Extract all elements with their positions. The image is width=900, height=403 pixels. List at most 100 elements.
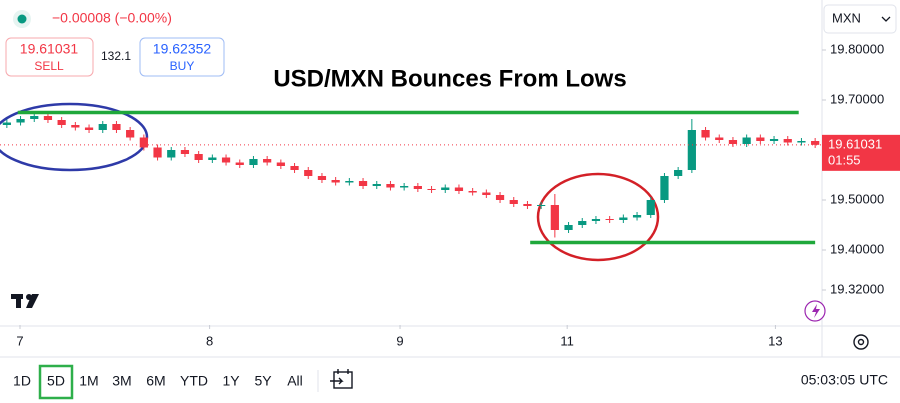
range-button[interactable]: All <box>287 373 303 389</box>
candle-body <box>660 176 669 200</box>
candle-body <box>263 159 272 163</box>
candle-body <box>358 181 368 186</box>
currency-select[interactable] <box>823 4 897 34</box>
candle-body <box>2 122 11 125</box>
candle-body <box>345 181 354 183</box>
candle-body <box>194 154 203 160</box>
candle-body <box>482 192 491 195</box>
candle-body <box>427 189 436 190</box>
x-tick-label: 13 <box>768 333 782 348</box>
candle-body <box>605 219 614 220</box>
candle-body <box>290 166 299 170</box>
candle-body <box>619 217 628 220</box>
candle-body <box>386 184 395 188</box>
candle-body <box>564 225 573 230</box>
candle-body <box>687 130 696 170</box>
candle-body <box>153 147 162 158</box>
range-button[interactable]: 1D <box>13 373 31 389</box>
sell-price: 19.61031 <box>20 41 79 57</box>
x-tick-label: 8 <box>206 333 213 348</box>
candle-body <box>276 162 285 166</box>
range-button[interactable]: 1M <box>79 373 98 389</box>
y-tick-label: 19.80000 <box>830 41 884 56</box>
last-price-label: 19.61031 <box>828 136 882 151</box>
buy-button[interactable] <box>139 37 225 77</box>
candle-body <box>139 137 148 148</box>
candle-body <box>98 124 107 130</box>
candle-body <box>413 186 422 189</box>
candle-body <box>769 139 779 141</box>
candle-body <box>249 159 258 165</box>
selected-range-box <box>38 364 74 400</box>
last-price-box <box>822 134 900 171</box>
x-tick-label: 9 <box>396 333 403 348</box>
candle-body <box>550 205 559 230</box>
x-tick-label: 11 <box>560 333 574 348</box>
y-tick-label: 19.32000 <box>830 281 884 296</box>
alert-bolt <box>812 304 820 318</box>
tradingview-logo <box>11 294 39 308</box>
candle-body <box>495 195 505 200</box>
candle-body <box>674 170 683 176</box>
candle-body <box>331 180 340 183</box>
candle-body <box>537 205 546 206</box>
range-button[interactable]: 6M <box>146 373 165 389</box>
candle-body <box>84 127 94 130</box>
range-button[interactable]: YTD <box>180 373 208 389</box>
candle-body <box>468 191 477 193</box>
y-tick-label: 19.40000 <box>830 241 884 256</box>
candle-body <box>646 200 655 215</box>
candle-body <box>235 162 244 165</box>
candle-body <box>167 150 176 158</box>
candle-body <box>591 219 601 221</box>
range-button[interactable]: 5Y <box>254 373 272 389</box>
countdown: 01:55 <box>828 152 861 167</box>
y-tick-label: 19.70000 <box>830 91 884 106</box>
candle-body <box>180 150 190 154</box>
candle-body <box>756 137 765 141</box>
x-tick-label: 7 <box>16 333 23 348</box>
spread: 132.1 <box>101 49 131 63</box>
candle-body <box>578 221 587 225</box>
settings-icon[interactable] <box>853 334 869 350</box>
range-button[interactable]: 5D <box>47 373 65 389</box>
candle-body <box>304 170 313 176</box>
range-button[interactable]: 1Y <box>222 373 240 389</box>
y-tick-label: 19.50000 <box>830 191 884 206</box>
highlight-ellipse-red <box>536 172 660 262</box>
candle-body <box>701 130 710 138</box>
candle-body <box>16 119 25 123</box>
candle-body <box>221 157 231 163</box>
candle-body <box>71 125 80 128</box>
candle-body <box>523 204 532 206</box>
candle-body <box>30 116 39 119</box>
status-dot <box>17 14 27 24</box>
price-change: −0.00008 (−0.00%) <box>52 10 172 26</box>
candle-body <box>728 140 738 144</box>
candle-body <box>797 141 806 143</box>
buy-price: 19.62352 <box>153 41 212 57</box>
candle-body <box>509 200 518 204</box>
clock: 05:03:05 UTC <box>801 372 888 388</box>
sell-label: SELL <box>34 59 64 73</box>
candle-body <box>208 157 217 160</box>
candle-body <box>43 116 53 120</box>
candle-body <box>317 176 327 180</box>
candle-body <box>454 187 464 191</box>
candle-body <box>742 137 751 144</box>
candle-body <box>715 137 724 140</box>
date-range-icon[interactable] <box>330 369 353 389</box>
dropdown-arrow <box>881 16 891 22</box>
candle-body <box>57 120 66 125</box>
candle-body <box>400 186 409 188</box>
candle-body <box>811 141 820 145</box>
candle-body <box>441 187 450 190</box>
candle-body <box>126 130 135 138</box>
range-button[interactable]: 3M <box>112 373 131 389</box>
currency-label: MXN <box>832 10 861 25</box>
candle-body <box>372 184 381 186</box>
candle-body <box>112 124 121 130</box>
sell-button[interactable] <box>5 37 94 77</box>
